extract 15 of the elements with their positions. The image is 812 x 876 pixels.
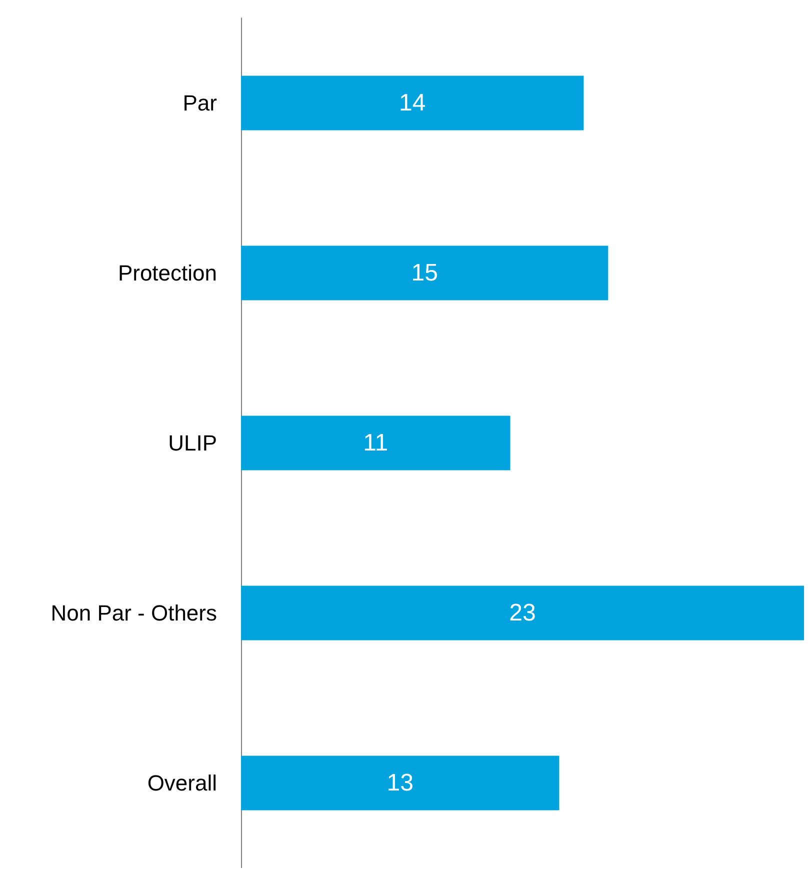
data-label: 23 (509, 600, 536, 626)
data-label: 14 (398, 90, 426, 116)
y-tick-label: Par (182, 90, 217, 116)
data-label: 13 (386, 770, 414, 796)
bar (241, 756, 560, 810)
bar (241, 246, 608, 300)
data-label: 15 (411, 260, 438, 286)
y-tick-label: Non Par - Others (50, 600, 217, 626)
y-tick-label: ULIP (168, 430, 217, 456)
y-tick-label: Overall (147, 770, 217, 796)
bar (241, 76, 584, 130)
data-label: 11 (363, 430, 388, 456)
bar (241, 416, 510, 470)
bar (241, 586, 804, 640)
y-tick-label: Protection (118, 260, 217, 286)
